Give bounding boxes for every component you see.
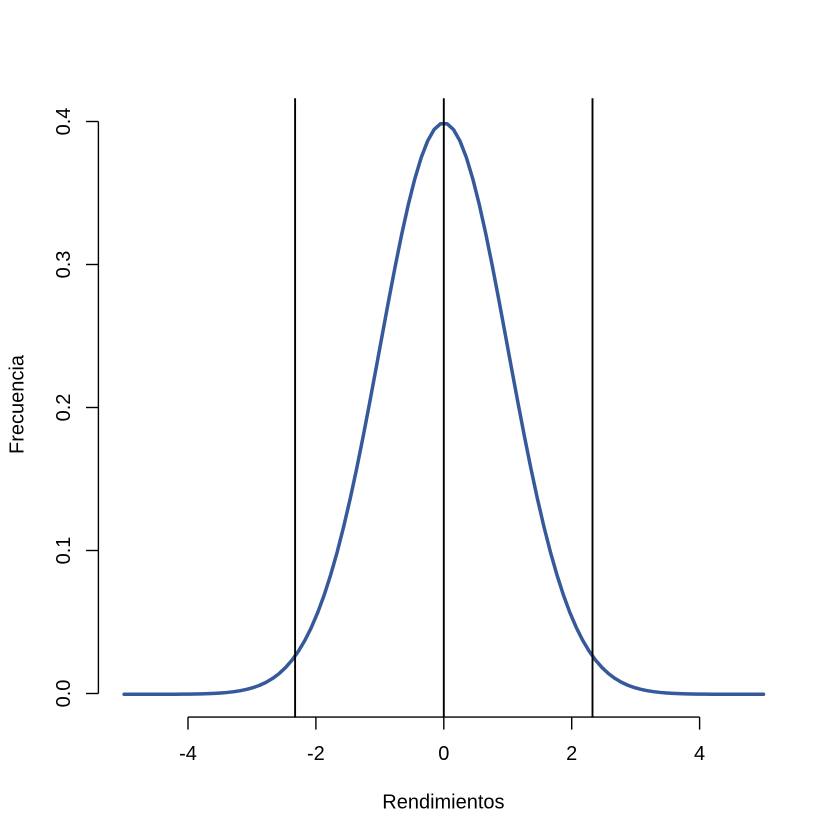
svg-text:0.0: 0.0 — [53, 680, 75, 708]
svg-text:-4: -4 — [179, 743, 197, 765]
svg-text:Rendimientos: Rendimientos — [382, 791, 504, 813]
svg-text:0.4: 0.4 — [53, 108, 75, 136]
svg-text:0: 0 — [438, 743, 449, 765]
svg-text:Frecuencia: Frecuencia — [6, 354, 28, 454]
svg-text:4: 4 — [694, 743, 705, 765]
svg-text:0.3: 0.3 — [53, 251, 75, 279]
svg-text:0.2: 0.2 — [53, 394, 75, 422]
svg-text:0.1: 0.1 — [53, 537, 75, 565]
svg-text:-2: -2 — [307, 743, 325, 765]
svg-text:2: 2 — [566, 743, 577, 765]
